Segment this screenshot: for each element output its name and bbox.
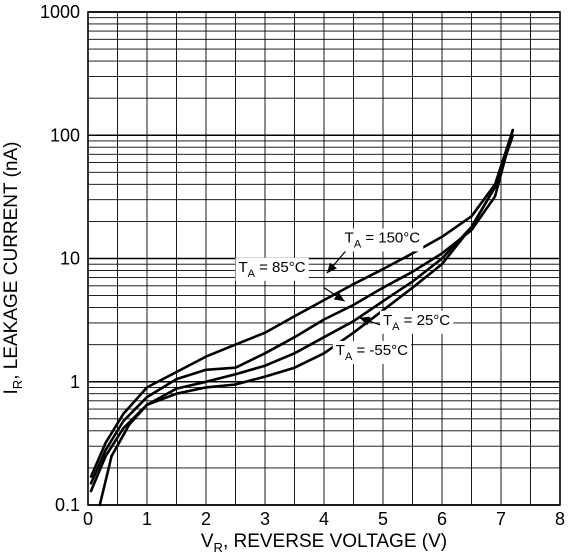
series-label-text: = -55°C bbox=[352, 342, 408, 359]
series-line-3 bbox=[98, 134, 515, 507]
minor-gridlines bbox=[87, 12, 561, 505]
x-tick-label: 1 bbox=[142, 509, 152, 529]
label-arrowhead bbox=[359, 316, 371, 326]
label-arrowhead bbox=[326, 262, 337, 274]
series-label-text: = 150°C bbox=[361, 229, 420, 246]
series-label-prefix: T bbox=[345, 229, 354, 246]
x-tick-label: 8 bbox=[555, 509, 565, 529]
series-label-1: TA = 85°C bbox=[238, 259, 305, 280]
series-line-1 bbox=[89, 128, 515, 485]
series-label-prefix: T bbox=[383, 312, 392, 329]
series-label-3: TA = -55°C bbox=[336, 342, 408, 363]
x-tick-label: 7 bbox=[496, 509, 506, 529]
series-label-0: TA = 150°C bbox=[345, 229, 421, 250]
series-label-prefix: T bbox=[336, 342, 345, 359]
y-tick-label: 1 bbox=[70, 372, 80, 392]
series-label-prefix: T bbox=[238, 259, 247, 276]
x-tick-label: 2 bbox=[201, 509, 211, 529]
x-tick-label: 3 bbox=[260, 509, 270, 529]
x-tick-label: 5 bbox=[378, 509, 388, 529]
series-label-subscript: A bbox=[392, 321, 400, 333]
series-label-background bbox=[380, 310, 454, 334]
y-tick-label: 100 bbox=[50, 125, 80, 145]
series-line-0 bbox=[89, 128, 515, 478]
y-tick-label: 1000 bbox=[40, 2, 80, 22]
y-tick-labels: 0.1 1 10 100 1000 bbox=[40, 2, 80, 515]
label-arrowhead bbox=[333, 292, 345, 302]
series-lines bbox=[89, 128, 515, 507]
series-label-text: = 85°C bbox=[255, 259, 306, 276]
series-labels: TA = 150°CTA = 85°CTA = 25°CTA = -55°C bbox=[235, 228, 454, 364]
series-label-subscript: A bbox=[248, 268, 256, 280]
y-tick-label: 10 bbox=[60, 249, 80, 269]
series-label-background bbox=[332, 340, 412, 364]
x-tick-label: 4 bbox=[319, 509, 329, 529]
x-tick-label: 6 bbox=[437, 509, 447, 529]
plot-frame bbox=[87, 11, 561, 506]
label-leaders bbox=[323, 248, 381, 326]
series-label-background bbox=[341, 228, 424, 252]
series-label-background bbox=[235, 257, 309, 281]
series-label-text: = 25°C bbox=[400, 312, 451, 329]
series-label-subscript: A bbox=[354, 238, 362, 250]
series-label-2: TA = 25°C bbox=[383, 312, 450, 333]
x-tick-label: 0 bbox=[83, 509, 93, 529]
x-tick-labels: 0 1 2 3 4 5 6 7 8 bbox=[83, 509, 565, 529]
x-axis-label: VR, REVERSE VOLTAGE (V) bbox=[200, 531, 448, 555]
series-label-subscript: A bbox=[345, 351, 353, 363]
y-axis-label: IR, LEAKAGE CURRENT (nA) bbox=[1, 141, 25, 395]
y-tick-label: 0.1 bbox=[55, 495, 80, 515]
